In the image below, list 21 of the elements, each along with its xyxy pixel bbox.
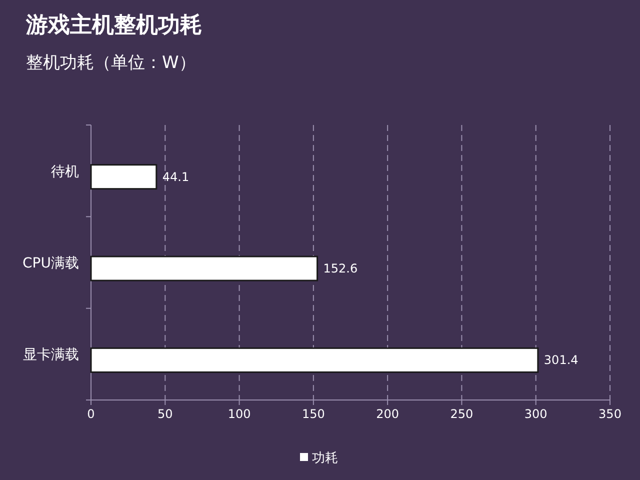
legend-label: 功耗 — [312, 451, 338, 466]
bar — [90, 347, 539, 373]
title: 游戏主机整机功耗 — [26, 13, 202, 38]
x-tick-label: 250 — [450, 407, 474, 421]
data-label: 44.1 — [162, 170, 190, 184]
y-tick-label: 待机 — [51, 164, 79, 180]
legend: 功耗 — [300, 451, 338, 466]
x-tick-label: 150 — [302, 407, 325, 421]
data-label: 301.4 — [544, 353, 578, 368]
x-tick-label: 350 — [598, 407, 622, 421]
y-tick-label: CPU满载 — [22, 256, 79, 272]
bar — [90, 164, 158, 190]
x-tick-label: 50 — [158, 407, 173, 421]
y-tick-label: 显卡满载 — [23, 347, 79, 364]
x-tick-label: 300 — [524, 407, 548, 421]
bar — [90, 256, 318, 282]
x-tick-label: 0 — [87, 407, 95, 421]
data-label: 152.6 — [323, 262, 358, 276]
x-tick-label: 100 — [228, 407, 251, 421]
subtitle: 整机功耗（单位：W） — [26, 53, 196, 73]
x-tick-label: 200 — [376, 407, 400, 421]
